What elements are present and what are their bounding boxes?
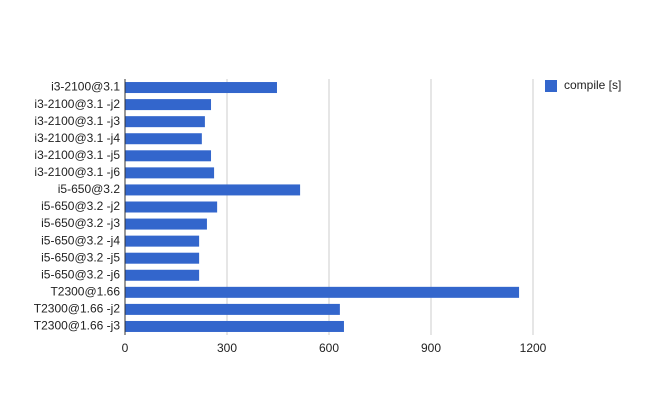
y-tick-label: i3-2100@3.1 -j4: [34, 131, 120, 145]
bar: [125, 252, 200, 264]
bar: [125, 303, 340, 315]
y-tick-label: i3-2100@3.1 -j5: [34, 148, 120, 162]
y-tick-label: i3-2100@3.1 -j6: [34, 165, 120, 179]
y-tick-label: T2300@1.66: [50, 285, 120, 299]
bar: [125, 167, 215, 179]
bar: [125, 269, 200, 281]
x-tick-label: 300: [217, 341, 237, 355]
y-tick-label: i3-2100@3.1: [51, 80, 120, 94]
y-tick-label: i5-650@3.2 -j5: [41, 250, 120, 264]
y-tick-label: i5-650@3.2 -j4: [41, 233, 120, 247]
x-tick-label: 600: [319, 341, 339, 355]
x-tick-label: 1200: [520, 341, 547, 355]
bar: [125, 116, 205, 128]
bar: [125, 201, 218, 213]
bar: [125, 184, 301, 196]
legend-swatch: [545, 80, 557, 92]
y-tick-label: T2300@1.66 -j3: [34, 319, 121, 333]
bar: [125, 82, 277, 94]
y-tick-label: i3-2100@3.1 -j3: [34, 114, 120, 128]
bar: [125, 235, 200, 247]
y-tick-label: i5-650@3.2 -j2: [41, 199, 120, 213]
legend-label: compile [s]: [564, 78, 621, 92]
bar: [125, 218, 207, 230]
x-tick-label: 0: [122, 341, 129, 355]
x-tick-label: 900: [421, 341, 441, 355]
bar: [125, 99, 212, 111]
bar: [125, 150, 212, 162]
bar: [125, 286, 520, 298]
y-tick-label: i3-2100@3.1 -j2: [34, 97, 120, 111]
y-tick-label: i5-650@3.2 -j3: [41, 216, 120, 230]
y-tick-label: i5-650@3.2: [58, 182, 121, 196]
y-tick-label: T2300@1.66 -j2: [34, 302, 121, 316]
bar: [125, 320, 344, 332]
y-tick-label: i5-650@3.2 -j6: [41, 267, 120, 281]
bar: [125, 133, 202, 145]
